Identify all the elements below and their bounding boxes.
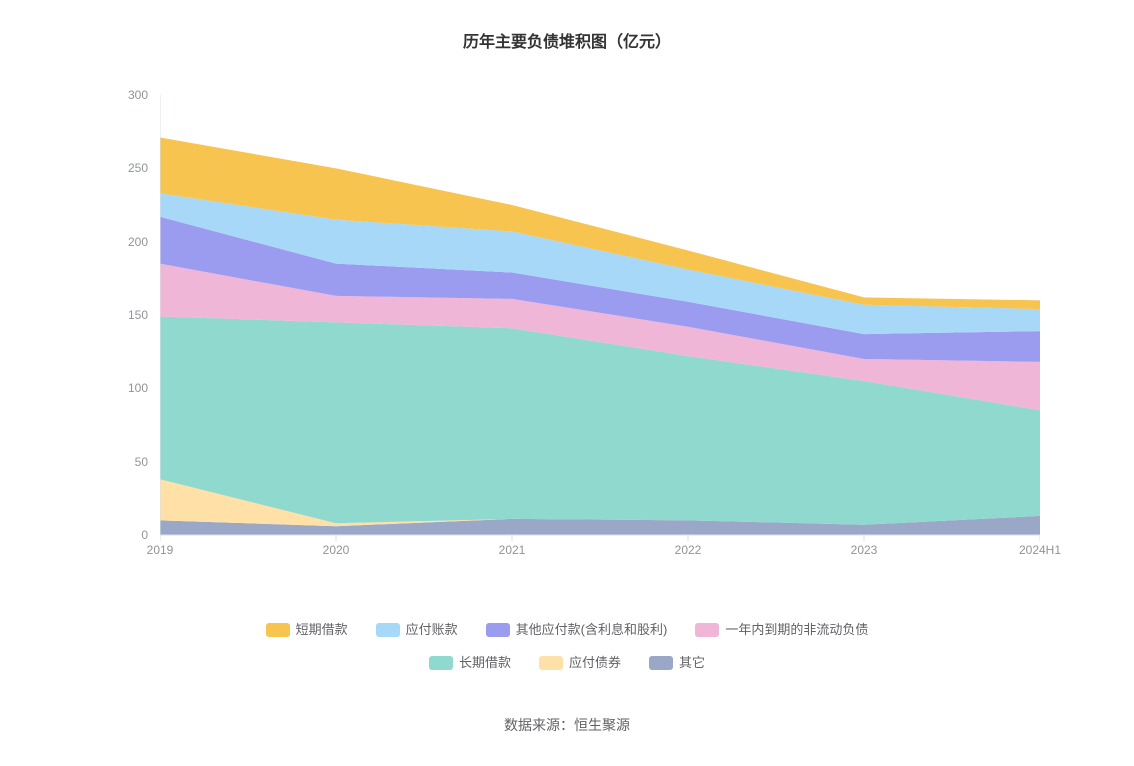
legend-label: 其它 (679, 648, 705, 678)
legend-item-long_term_loans[interactable]: 长期借款 (429, 648, 511, 678)
x-axis-tick-label: 2021 (499, 543, 526, 557)
legend-swatch (695, 623, 719, 637)
legend-label: 短期借款 (296, 615, 348, 645)
chart-title: 历年主要负债堆积图（亿元） (0, 0, 1134, 52)
y-axis-tick-label: 200 (108, 235, 148, 249)
y-axis-tick-label: 250 (108, 161, 148, 175)
legend-item-accts_payable[interactable]: 应付账款 (376, 615, 458, 645)
chart-plot-area: 050100150200250300 201920202021202220232… (160, 95, 1040, 535)
legend-swatch (486, 623, 510, 637)
legend-item-short_term_loans[interactable]: 短期借款 (266, 615, 348, 645)
x-axis-tick-label: 2022 (675, 543, 702, 557)
legend-label: 一年内到期的非流动负债 (725, 615, 868, 645)
legend-label: 其他应付款(含利息和股利) (516, 615, 668, 645)
legend-label: 应付债券 (569, 648, 621, 678)
y-axis-tick-label: 50 (108, 455, 148, 469)
legend-item-bonds_payable[interactable]: 应付债券 (539, 648, 621, 678)
y-axis-tick-label: 0 (108, 528, 148, 542)
y-axis-tick-label: 300 (108, 88, 148, 102)
legend-item-other[interactable]: 其它 (649, 648, 705, 678)
data-source: 数据来源：恒生聚源 (0, 715, 1134, 735)
x-axis-tick-label: 2020 (323, 543, 350, 557)
x-axis-tick-label: 2023 (851, 543, 878, 557)
stacked-area-svg (160, 95, 1040, 545)
legend-label: 长期借款 (459, 648, 511, 678)
legend-swatch (539, 656, 563, 670)
x-axis-tick-label: 2019 (147, 543, 174, 557)
legend-swatch (266, 623, 290, 637)
y-axis-tick-label: 150 (108, 308, 148, 322)
legend-swatch (376, 623, 400, 637)
legend-swatch (649, 656, 673, 670)
legend-label: 应付账款 (406, 615, 458, 645)
legend-swatch (429, 656, 453, 670)
x-axis-tick-label: 2024H1 (1019, 543, 1061, 557)
legend-item-other_payables[interactable]: 其他应付款(含利息和股利) (486, 615, 668, 645)
y-axis-tick-label: 100 (108, 381, 148, 395)
legend-item-nc_due_1yr[interactable]: 一年内到期的非流动负债 (695, 615, 868, 645)
legend: 短期借款 应付账款 其他应付款(含利息和股利) 一年内到期的非流动负债长期借款 应付债券… (0, 615, 1134, 681)
